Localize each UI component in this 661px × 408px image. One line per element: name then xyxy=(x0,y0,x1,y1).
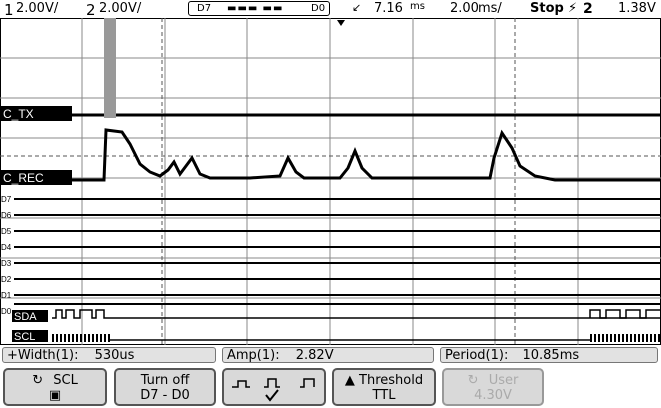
turn-off-softkey[interactable]: Turn off D7 - D0 xyxy=(114,368,216,406)
measurement-width[interactable]: +Width(1): 530us xyxy=(2,347,216,363)
svg-text:D0: D0 xyxy=(1,307,12,316)
measurement-amp-value: 2.82V xyxy=(295,348,334,363)
turn-off-line2: D7 - D0 xyxy=(140,388,190,403)
run-state: Stop xyxy=(530,1,564,16)
svg-text:D4: D4 xyxy=(1,243,12,252)
threshold-line1: Threshold xyxy=(359,373,424,388)
user-line1: User xyxy=(488,373,519,388)
digital-traces xyxy=(14,198,661,305)
sda-trace xyxy=(52,309,661,319)
ch2-scale: 2.00V/ xyxy=(99,1,142,16)
trigger-level: 1.38V xyxy=(618,1,656,16)
ch1-trace xyxy=(0,128,661,182)
cursors xyxy=(0,18,661,345)
digital-right-label: D0 xyxy=(311,3,326,14)
ch1-label-bg xyxy=(0,170,72,185)
measurement-width-label: +Width(1): xyxy=(7,348,79,363)
ch1-label: C_REC xyxy=(3,171,44,185)
status-bar: 1 2.00V/ 2 2.00V/ D7 ▬▬▬ ▬▬ D0 ↙ 7.16 ms… xyxy=(0,0,661,19)
high-pulse-icon xyxy=(264,378,280,388)
measurement-amp[interactable]: Amp(1): 2.82V xyxy=(222,347,434,363)
source-softkey[interactable]: ↻ SCL ▣ xyxy=(3,368,107,406)
scl-label-bg xyxy=(12,330,48,342)
svg-text:D1: D1 xyxy=(1,291,12,300)
trigger-edge-icon: ⚡ xyxy=(568,1,578,16)
edge-type-icons xyxy=(232,378,315,402)
user-rotate-icon: ↻ xyxy=(467,373,479,388)
rotate-icon: ↻ xyxy=(32,373,44,388)
timebase-value: 2.00 xyxy=(450,1,479,16)
timebase-unit: ms/ xyxy=(478,1,502,16)
trigger-position-marker xyxy=(337,20,345,26)
ch2-label-bg xyxy=(0,106,72,121)
sda-label: SDA xyxy=(14,311,37,323)
trigger-delay-unit: ms xyxy=(410,1,425,12)
svg-text:D7: D7 xyxy=(1,195,12,204)
ch2-burst xyxy=(104,18,116,118)
low-pulse-icon xyxy=(232,380,250,388)
sda-label-bg xyxy=(12,310,48,322)
ch1-scale: 2.00V/ xyxy=(16,1,59,16)
graticule xyxy=(0,18,661,345)
source-label: SCL xyxy=(53,373,78,388)
svg-text:D2: D2 xyxy=(1,275,12,284)
scl-label: SCL xyxy=(14,331,35,343)
measurement-width-value: 530us xyxy=(94,348,135,363)
ch1-number: 1 xyxy=(4,1,14,19)
softkey-bar: ↻ SCL ▣ Turn off D7 - D0 ▲ Threshold TTL… xyxy=(0,365,661,408)
trigger-source: 2 xyxy=(583,1,593,17)
trigger-delay-value: 7.16 xyxy=(374,1,403,16)
waveform-display[interactable]: C_TX C_REC D7 D6 D5 D4 D3 D2 D1 D0 SDA S… xyxy=(0,18,661,345)
svg-text:D3: D3 xyxy=(1,259,12,268)
user-threshold-softkey[interactable]: ↻ User 4.30V xyxy=(442,368,544,406)
digital-labels: D7 D6 D5 D4 D3 D2 D1 D0 xyxy=(1,195,12,316)
user-line2: 4.30V xyxy=(474,388,512,403)
digital-activity-icon: ▬▬▬ ▬▬ xyxy=(227,3,284,14)
turn-off-line1: Turn off xyxy=(140,373,190,388)
ch2-number: 2 xyxy=(86,1,96,19)
digital-left-label: D7 xyxy=(197,3,212,14)
threshold-up-icon: ▲ xyxy=(344,373,355,388)
trigger-delay-icon: ↙ xyxy=(352,1,362,14)
measurement-bar: +Width(1): 530us Amp(1): 2.82V Period(1)… xyxy=(0,345,661,365)
svg-text:D6: D6 xyxy=(1,211,12,220)
threshold-softkey[interactable]: ▲ Threshold TTL xyxy=(332,368,436,406)
square-pulse-icon xyxy=(300,378,315,388)
measurement-period[interactable]: Period(1): 10.85ms xyxy=(440,347,658,363)
threshold-line2: TTL xyxy=(372,388,396,403)
sda-trace-right xyxy=(589,309,660,319)
measurement-period-label: Period(1): xyxy=(445,348,509,363)
measurement-amp-label: Amp(1): xyxy=(227,348,280,363)
measurement-period-value: 10.85ms xyxy=(522,348,580,363)
threshold-type-softkey[interactable] xyxy=(222,368,326,406)
svg-text:D5: D5 xyxy=(1,227,12,236)
digital-channels-indicator: D7 ▬▬▬ ▬▬ D0 xyxy=(188,1,330,16)
check-icon xyxy=(265,389,279,402)
ch2-label: C_TX xyxy=(3,107,34,121)
source-select-icon: ▣ xyxy=(48,388,62,403)
